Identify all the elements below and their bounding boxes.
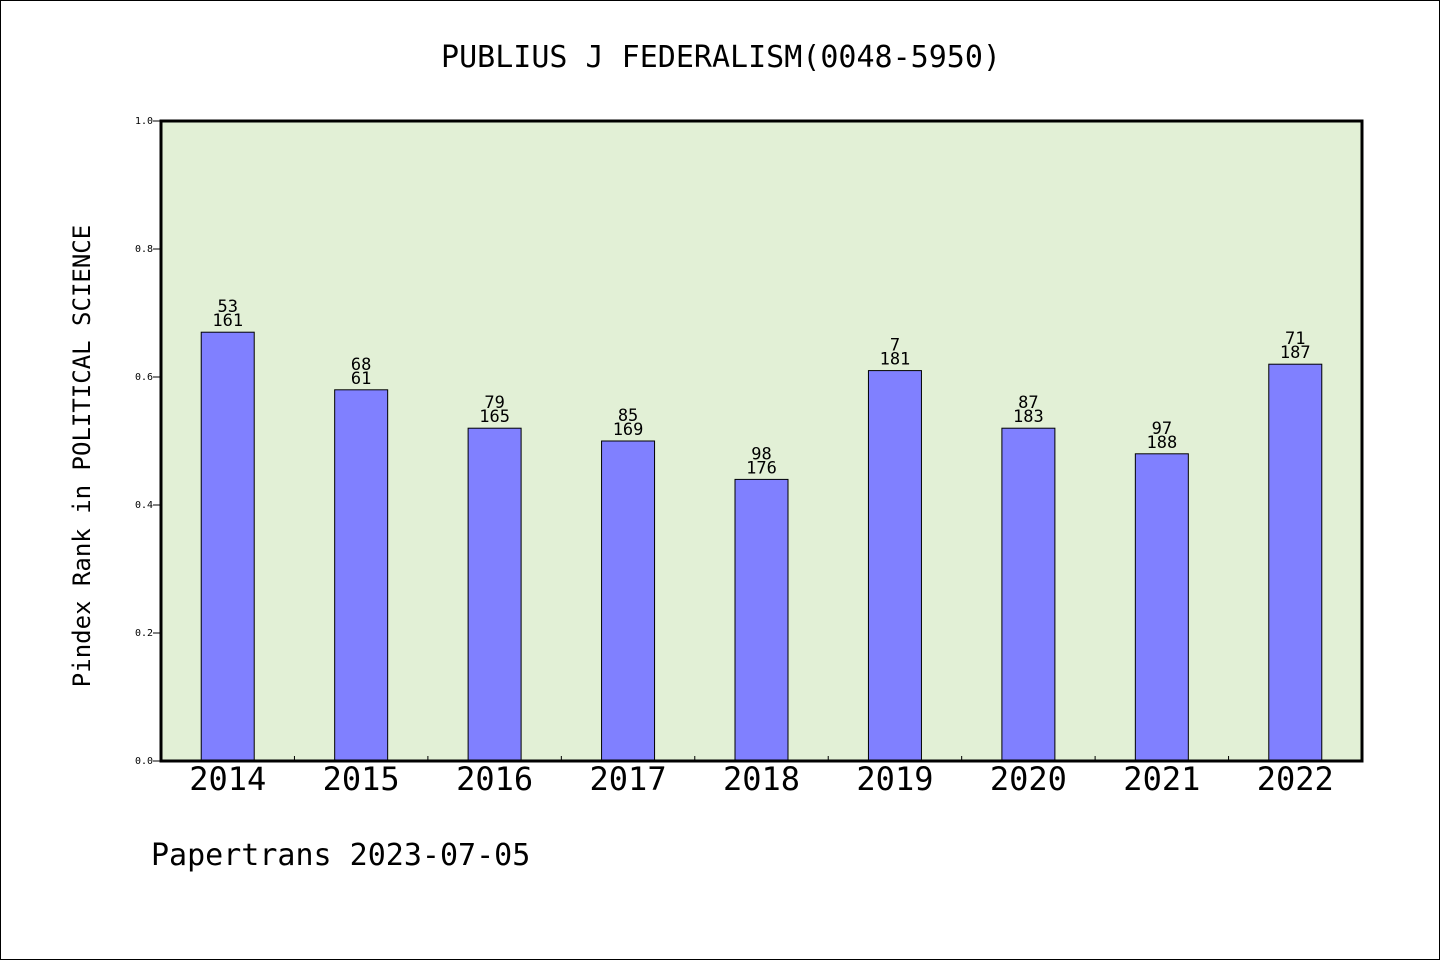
x-tick-label: 2020 [990, 760, 1067, 798]
y-tick-label: 0.4 [135, 500, 153, 511]
x-tick-label: 2015 [323, 760, 400, 798]
data-label-bottom: 169 [613, 420, 644, 440]
data-label-bottom: 165 [479, 407, 510, 427]
data-label-bottom: 61 [351, 369, 371, 389]
x-tick-label: 2016 [456, 760, 533, 798]
x-tick-label: 2014 [189, 760, 266, 798]
y-tick-label: 0.6 [135, 372, 153, 383]
data-label-top: 68 [351, 355, 371, 375]
bars [200, 331, 1323, 762]
data-label-bottom: 187 [1280, 343, 1311, 363]
data-label-top: 7 [890, 336, 900, 356]
bar [467, 427, 522, 762]
y-tick-label: 1.0 [135, 116, 153, 127]
x-tick-label: 2017 [590, 760, 667, 798]
data-label-top: 85 [618, 406, 638, 426]
y-tick-label: 0.2 [135, 628, 153, 639]
data-label-top: 71 [1285, 329, 1305, 349]
data-label-top: 53 [217, 297, 237, 317]
bar [867, 370, 922, 762]
data-label-bottom: 183 [1013, 407, 1044, 427]
bar [334, 389, 389, 762]
y-axis-label: Pindex Rank in POLITICAL SCIENCE [68, 225, 96, 687]
data-label-bottom: 161 [212, 311, 243, 331]
bar [734, 478, 789, 762]
chart-title: PUBLIUS J FEDERALISM(0048-5950) [441, 40, 1001, 75]
x-tick-label: 2022 [1257, 760, 1334, 798]
data-label-top: 87 [1018, 393, 1038, 413]
bar [1268, 363, 1323, 762]
bar [200, 331, 255, 762]
footer-credit: Papertrans 2023-07-05 [151, 838, 530, 873]
data-label-top: 79 [484, 393, 504, 413]
y-tick-label: 0.0 [135, 756, 153, 767]
plot-border [159, 119, 1364, 763]
x-tick-label: 2019 [856, 760, 933, 798]
data-label-top: 97 [1152, 419, 1172, 439]
x-tick-label: 2018 [723, 760, 800, 798]
bar [1134, 453, 1189, 762]
data-label-top: 98 [751, 444, 771, 464]
data-label-bottom: 188 [1146, 433, 1177, 453]
data-label-bottom: 176 [746, 458, 777, 478]
x-tick-label: 2021 [1123, 760, 1200, 798]
data-label-bottom: 181 [880, 350, 911, 370]
y-axis-ticks: 0.0 0.2 0.4 0.6 0.8 1.0 [135, 116, 161, 767]
x-axis-ticks: 2014 2015 2016 2017 2018 2019 2020 2021 2022 [189, 756, 1334, 798]
y-tick-label: 0.8 [135, 244, 153, 255]
bar [601, 440, 656, 762]
bar [1001, 427, 1056, 762]
